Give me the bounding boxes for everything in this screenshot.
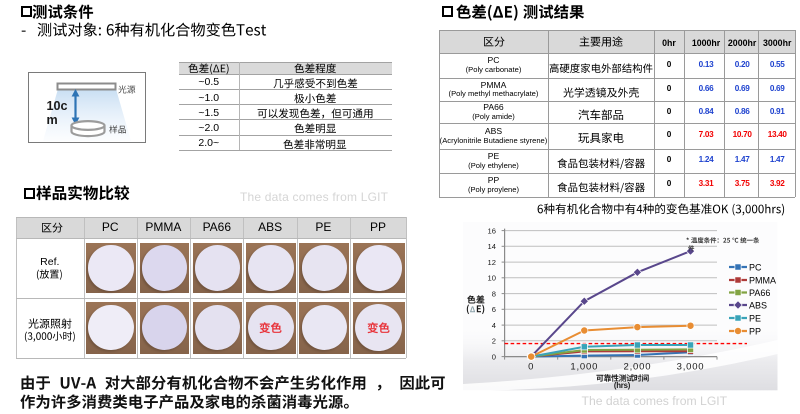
svg-text:PMMA: PMMA bbox=[749, 275, 776, 285]
svg-text:0: 0 bbox=[492, 352, 496, 361]
svg-text:8: 8 bbox=[492, 289, 496, 298]
svg-text:PC: PC bbox=[749, 262, 762, 272]
svg-text:10: 10 bbox=[488, 274, 496, 283]
svg-text:16: 16 bbox=[488, 226, 496, 235]
svg-text:PE: PE bbox=[749, 313, 761, 323]
svg-text:0: 0 bbox=[528, 361, 534, 372]
svg-text:6: 6 bbox=[492, 305, 496, 314]
svg-text:2: 2 bbox=[492, 337, 496, 346]
svg-text:1,000: 1,000 bbox=[570, 361, 598, 372]
svg-text:PP: PP bbox=[749, 326, 761, 336]
svg-text:ABS: ABS bbox=[749, 300, 767, 310]
svg-text:12: 12 bbox=[488, 258, 496, 267]
svg-text:14: 14 bbox=[488, 242, 496, 251]
svg-text:4: 4 bbox=[492, 321, 496, 330]
svg-text:3,000: 3,000 bbox=[677, 361, 705, 372]
svg-text:PA66: PA66 bbox=[749, 288, 770, 298]
svg-text:2,000: 2,000 bbox=[624, 361, 652, 372]
